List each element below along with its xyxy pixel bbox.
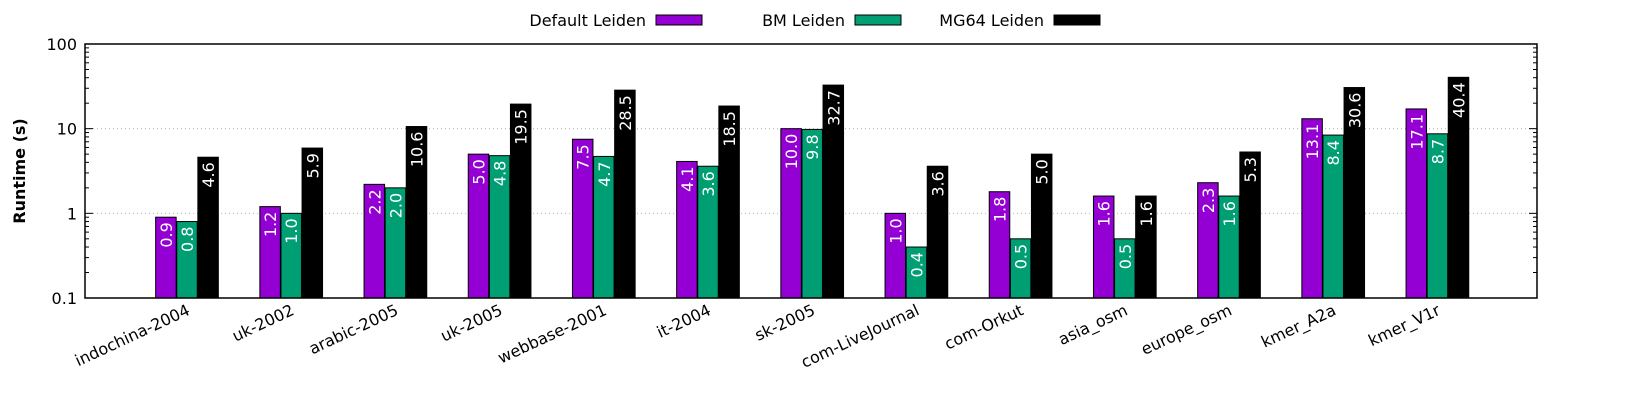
data-label: 0.5 [1116, 244, 1135, 269]
legend-label: BM Leiden [762, 11, 845, 30]
data-label: 10.6 [408, 132, 427, 168]
data-label: 4.6 [199, 162, 218, 187]
data-label: 8.4 [1324, 140, 1343, 165]
data-label: 9.8 [803, 134, 822, 159]
x-category-label: kmer_V1r [1365, 300, 1444, 351]
data-label: 3.6 [699, 171, 718, 196]
data-label: 2.3 [1199, 188, 1218, 213]
x-category-label: sk-2005 [752, 300, 818, 344]
bars [155, 76, 1470, 299]
data-label: 5.9 [303, 153, 322, 178]
data-label: 4.7 [595, 161, 614, 186]
data-label: 5.3 [1241, 157, 1260, 182]
data-label: 1.2 [261, 212, 280, 237]
data-label: 1.0 [886, 218, 905, 243]
data-label: 0.4 [907, 252, 926, 277]
data-label: 5.0 [1033, 159, 1052, 184]
data-label: 19.5 [512, 109, 531, 145]
data-label: 30.6 [1345, 93, 1364, 129]
data-label: 4.1 [678, 166, 697, 191]
x-category-label: indochina-2004 [72, 300, 193, 370]
data-label: 2.0 [386, 193, 405, 218]
data-label: 0.5 [1012, 244, 1031, 269]
x-category-label: arabic-2005 [306, 300, 401, 358]
x-category-label: kmer_A2a [1258, 300, 1339, 352]
x-category-label: uk-2002 [229, 300, 297, 345]
data-label: 8.7 [1428, 139, 1447, 164]
data-label: 10.0 [782, 134, 801, 170]
legend-label: Default Leiden [529, 11, 646, 30]
data-label: 28.5 [616, 95, 635, 131]
x-category-label: webbase-2001 [495, 300, 610, 367]
data-label: 18.5 [720, 111, 739, 147]
x-category-label: it-2004 [654, 300, 714, 341]
data-label: 3.6 [929, 171, 948, 196]
legend-swatch [1053, 14, 1101, 26]
data-label: 13.1 [1303, 124, 1322, 160]
data-label: 1.6 [1137, 201, 1156, 226]
data-label: 1.0 [282, 218, 301, 243]
x-category-label: uk-2005 [438, 300, 506, 345]
x-category-label: com-Orkut [941, 300, 1026, 353]
legend-swatch [655, 14, 703, 26]
x-category-label: com-LiveJournal [798, 300, 922, 371]
x-axis-category-labels: indochina-2004 uk-2002 arabic-2005 uk-2005w… [72, 300, 1444, 371]
y-tick-label: 0.1 [52, 289, 77, 308]
data-label: 7.5 [574, 144, 593, 169]
data-labels: 0.9 0.84.61.2 1.05.92.2 2.010.65.0 4.819.57.… [157, 82, 1469, 277]
data-label: 40.4 [1450, 82, 1469, 118]
y-axis-title: Runtime (s) [10, 118, 29, 223]
data-label: 2.2 [365, 189, 384, 214]
y-tick-label: 100 [46, 35, 77, 54]
y-axis-ticks: 0.1 1 10 100 [46, 35, 1537, 308]
data-label: 1.6 [1220, 201, 1239, 226]
plot-frame [84, 43, 1538, 299]
legend-label: MG64 Leiden [939, 11, 1044, 30]
data-label: 1.8 [991, 197, 1010, 222]
y-tick-label: 1 [67, 204, 77, 223]
data-label: 5.0 [470, 159, 489, 184]
x-category-label: europe_osm [1138, 300, 1235, 359]
y-tick-label: 10 [57, 120, 77, 139]
data-label: 17.1 [1407, 114, 1426, 150]
legend-swatch [854, 14, 902, 26]
legend: Default Leiden BM Leiden MG64 Leiden [529, 11, 1101, 30]
data-label: 4.8 [491, 161, 510, 186]
data-label: 1.6 [1095, 201, 1114, 226]
data-label: 0.8 [178, 227, 197, 252]
data-label: 32.7 [824, 90, 843, 126]
x-category-label: asia_osm [1055, 300, 1131, 349]
data-label: 0.9 [157, 222, 176, 247]
